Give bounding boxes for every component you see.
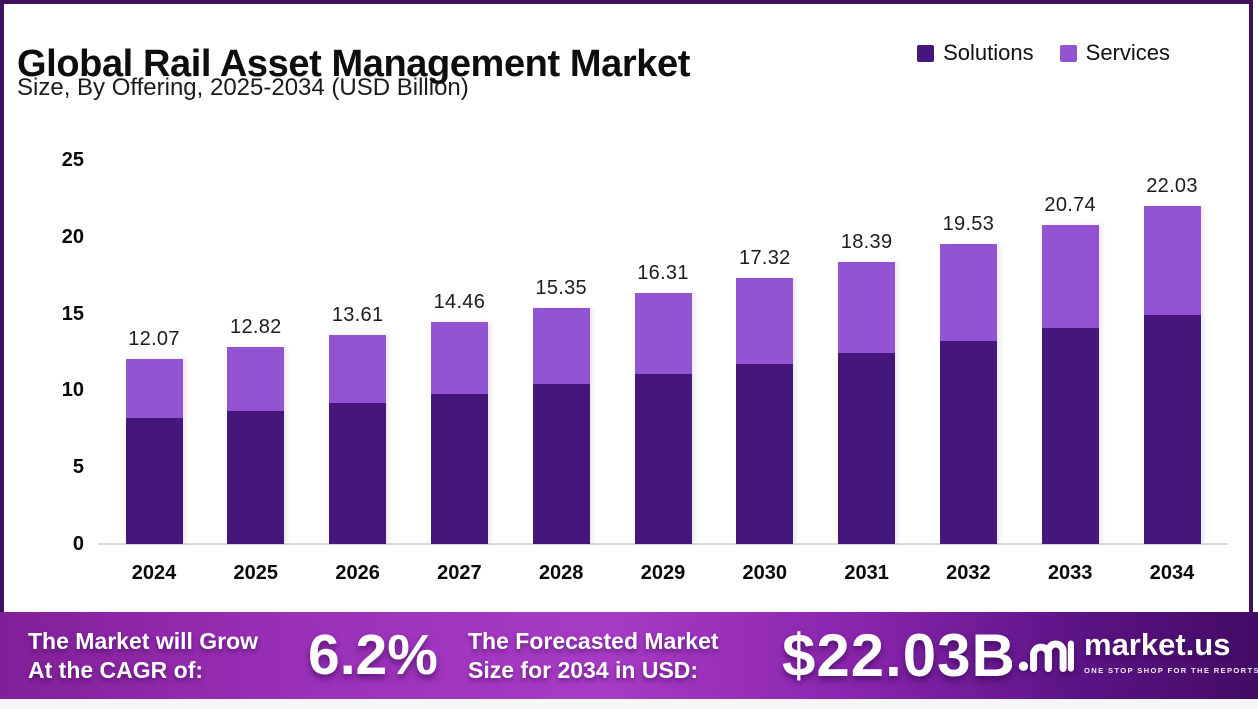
legend-label-services: Services	[1085, 40, 1170, 65]
bar-segment-services-2026	[329, 334, 387, 403]
forecast-value: $22.03B	[782, 622, 1016, 689]
page-subtitle: Size, By Offering, 2025-2034 (USD Billio…	[17, 74, 469, 101]
x-tick-2025: 2025	[233, 562, 279, 584]
x-tick-2029: 2029	[640, 562, 686, 584]
x-axis-line	[98, 543, 1228, 545]
bar-2028	[532, 308, 590, 544]
bar-value-2025: 12.82	[230, 316, 282, 339]
bar-2030	[736, 277, 794, 544]
x-tick-2026: 2026	[335, 562, 380, 584]
bar-2025	[227, 347, 285, 544]
x-tick-2032: 2032	[946, 562, 991, 584]
bottom-strip	[0, 699, 1258, 709]
cagr-label: The Market will Grow At the CAGR of:	[28, 627, 258, 685]
y-tick-0: 0	[72, 533, 84, 555]
bar-segment-solutions-2030	[736, 363, 794, 544]
bar-segment-services-2034	[1143, 205, 1201, 315]
bar-value-2027: 14.46	[433, 290, 486, 313]
bar-segment-solutions-2027	[430, 393, 488, 544]
x-tick-2033: 2033	[1047, 562, 1093, 584]
bar-2029	[634, 293, 692, 544]
bar-segment-services-2031	[838, 261, 896, 353]
market-us-logo-icon	[1018, 640, 1074, 673]
footer-banner: The Market will Grow At the CAGR of: 6.2…	[0, 612, 1258, 699]
bar-2034	[1143, 205, 1201, 544]
forecast-label: The Forecasted Market Size for 2034 in U…	[468, 627, 719, 685]
chart-legend: Solutions Services	[917, 42, 1170, 64]
bar-segment-services-2027	[430, 321, 488, 394]
cagr-label-line1: The Market will Grow	[28, 628, 259, 654]
bar-segment-solutions-2032	[939, 340, 997, 544]
bar-2032	[939, 244, 997, 544]
bar-value-2032: 19.53	[942, 213, 995, 236]
y-tick-25: 25	[61, 149, 84, 171]
forecast-label-line1: The Forecasted Market	[468, 628, 719, 654]
legend-item-solutions: Solutions	[917, 42, 1034, 64]
bar-segment-services-2029	[634, 293, 692, 375]
bar-segment-solutions-2031	[838, 352, 896, 544]
bar-2033	[1041, 225, 1099, 544]
bar-segment-solutions-2028	[532, 384, 590, 544]
bar-segment-services-2024	[125, 358, 183, 419]
cagr-label-line2: At the CAGR of:	[28, 657, 204, 683]
bar-segment-solutions-2025	[227, 410, 285, 544]
solutions-swatch-icon	[917, 44, 935, 62]
bar-segment-services-2025	[227, 347, 285, 411]
bar-value-2030: 17.32	[739, 246, 791, 269]
bar-value-2024: 12.07	[128, 327, 180, 350]
bar-segment-solutions-2024	[125, 418, 183, 544]
x-tick-2030: 2030	[742, 562, 788, 584]
bar-value-2029: 16.31	[637, 262, 689, 285]
bar-segment-services-2028	[532, 308, 590, 385]
x-tick-2031: 2031	[844, 562, 889, 584]
bar-segment-services-2032	[939, 244, 997, 341]
cagr-value: 6.2%	[308, 623, 438, 687]
x-tick-2028: 2028	[538, 562, 584, 584]
bar-segment-services-2033	[1041, 225, 1099, 329]
bar-2027	[430, 321, 488, 544]
forecast-label-line2: Size for 2034 in USD:	[468, 657, 699, 683]
bar-value-2028: 15.35	[535, 277, 587, 300]
brand-tagline: ONE STOP SHOP FOR THE REPORTS	[1084, 665, 1258, 675]
y-tick-15: 15	[61, 302, 84, 325]
bar-value-2031: 18.39	[840, 230, 893, 253]
bar-2024	[125, 358, 183, 544]
bar-segment-solutions-2029	[634, 374, 692, 544]
y-tick-20: 20	[61, 225, 84, 248]
x-tick-2027: 2027	[437, 562, 482, 584]
brand-text: market.us ONE STOP SHOP FOR THE REPORTS	[1084, 627, 1258, 675]
brand-name: market.us	[1084, 627, 1231, 662]
bar-value-2034: 22.03	[1146, 174, 1198, 197]
bar-value-2026: 13.61	[331, 303, 384, 326]
bar-segment-solutions-2026	[329, 402, 387, 544]
x-tick-2034: 2034	[1149, 562, 1195, 584]
bar-2031	[838, 261, 896, 544]
legend-item-services: Services	[1059, 40, 1170, 65]
bar-value-2033: 20.74	[1044, 194, 1096, 217]
x-tick-2024: 2024	[131, 562, 177, 584]
page-title: Global Rail Asset Management Market	[17, 43, 691, 86]
bar-segment-solutions-2033	[1041, 328, 1099, 544]
y-tick-5: 5	[72, 456, 84, 479]
legend-label-solutions: Solutions	[943, 40, 1034, 65]
brand-logo: market.us ONE STOP SHOP FOR THE REPORTS	[1018, 627, 1258, 677]
y-tick-10: 10	[61, 379, 84, 402]
bar-segment-services-2030	[736, 277, 794, 364]
services-swatch-icon	[1059, 44, 1077, 62]
bar-2026	[329, 334, 387, 544]
bar-segment-solutions-2034	[1143, 314, 1201, 544]
